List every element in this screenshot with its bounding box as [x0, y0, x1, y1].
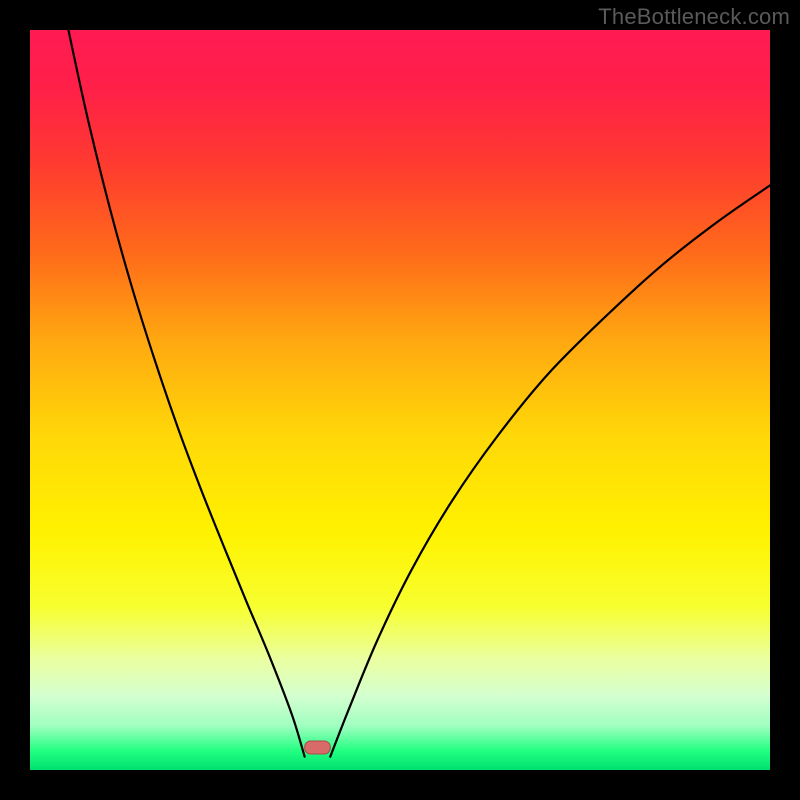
chart-container: { "watermark": { "text": "TheBottleneck.… [0, 0, 800, 800]
plot-background [30, 30, 770, 770]
chart-svg [0, 0, 800, 800]
optimal-marker [305, 741, 331, 754]
